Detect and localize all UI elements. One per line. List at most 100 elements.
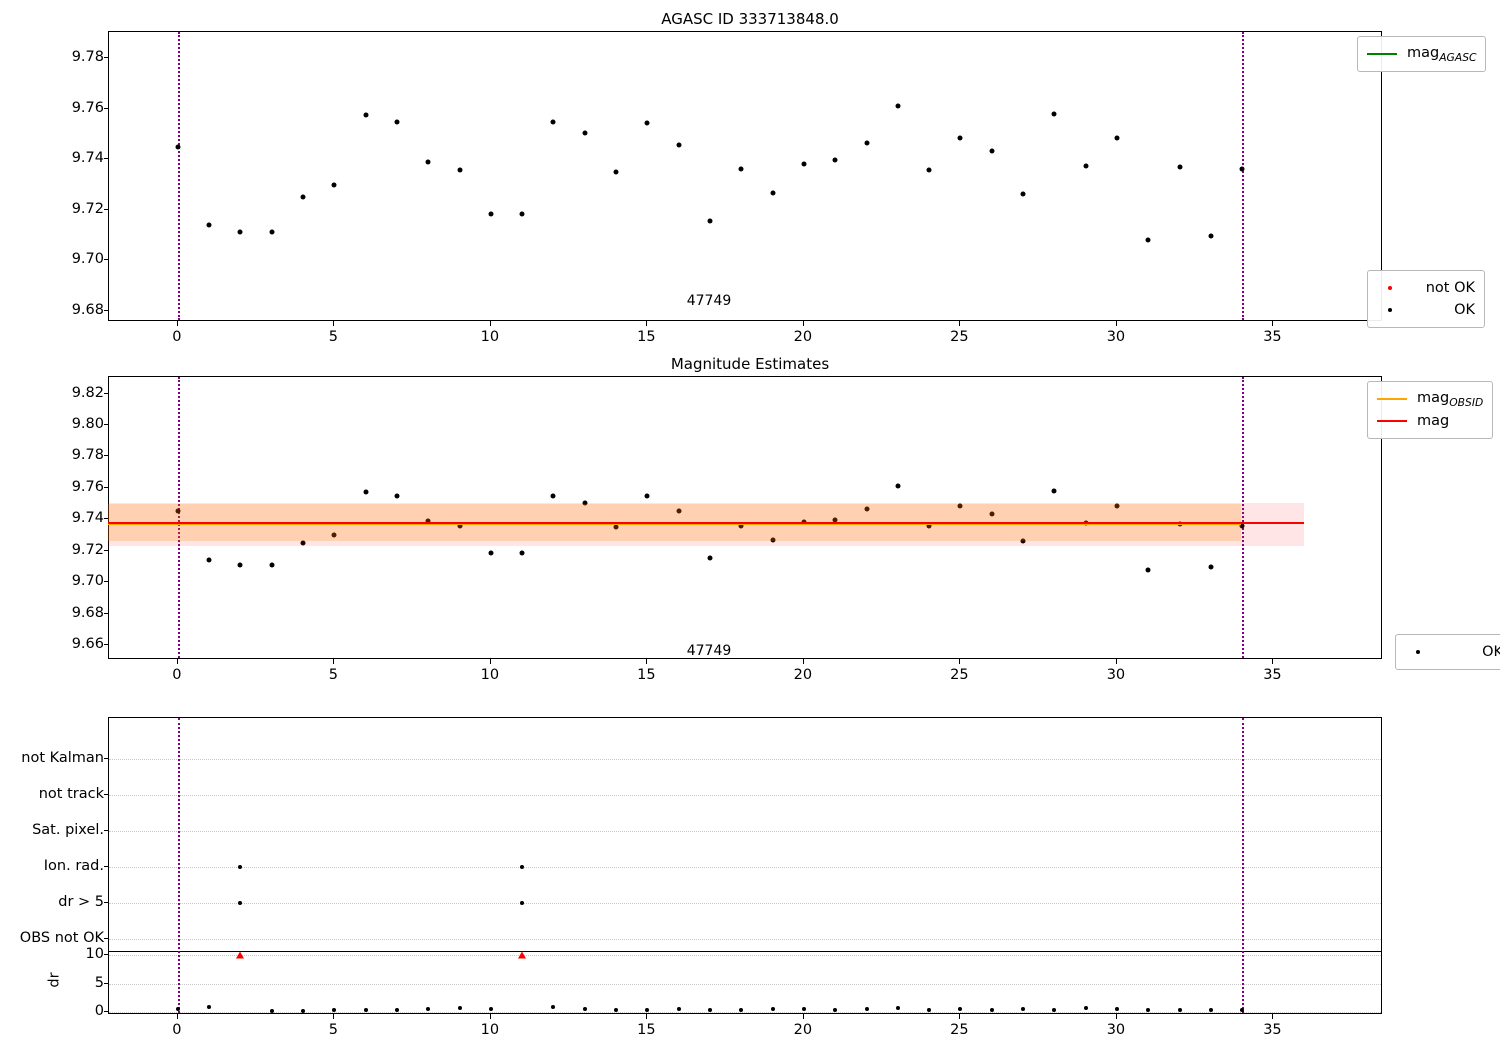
dr-point-ok (175, 1006, 180, 1011)
x-tick-mark-middle (802, 659, 804, 664)
data-point-ok (1177, 164, 1183, 170)
data-point-ok (363, 112, 369, 118)
data-point-ok (957, 135, 963, 141)
legend-entry-ok: OK (1377, 299, 1475, 321)
dr-point-ok (1114, 1007, 1119, 1012)
x-tick-label-middle: 25 (950, 667, 969, 683)
flag-row-tick (104, 938, 108, 939)
data-point-ok (300, 194, 306, 200)
mag-level-line (108, 521, 1304, 524)
legend-label-mag: mag (1417, 413, 1450, 429)
legend-ok-notok-top[interactable]: not OK OK (1367, 270, 1485, 328)
legend-swatch-dot-black-middle (1405, 644, 1431, 660)
panel-mag-agasc (108, 31, 1382, 321)
legend-entry-mag: mag (1377, 410, 1483, 432)
data-point-ok (394, 493, 400, 499)
x-tick-label-bottom: 35 (1263, 1022, 1282, 1038)
y-tick-mark-top (104, 208, 108, 210)
y-tick-label-middle: 9.78 (71, 447, 104, 464)
data-point-ok (488, 211, 494, 217)
legend-mag-lines[interactable]: magOBSID mag (1367, 381, 1494, 439)
dr-point-ok (676, 1006, 681, 1011)
x-tick-mark-middle (176, 659, 178, 664)
flag-row-label: not track (38, 786, 104, 802)
legend-ok-middle[interactable]: OK (1395, 634, 1500, 670)
y-tick-label-middle: 9.80 (71, 415, 104, 432)
flag-row-tick (104, 830, 108, 831)
legend-swatch-line-orange (1377, 398, 1407, 400)
data-point-ok (738, 166, 744, 172)
data-point-ok (582, 130, 588, 136)
y-tick-mark-middle (104, 423, 108, 425)
x-tick-label-bottom: 5 (328, 1022, 338, 1038)
legend-entry-mag-agasc: magAGASC (1367, 43, 1476, 65)
flag-row-gridline (109, 831, 1381, 832)
flag-row-tick (104, 794, 108, 795)
y-tick-mark-middle (104, 644, 108, 646)
data-point-ok (926, 523, 932, 529)
y-tick-label-top: 9.72 (71, 200, 104, 217)
x-tick-label-top: 25 (950, 329, 969, 345)
x-tick-mark-top (802, 321, 804, 326)
flag-row-tick (104, 758, 108, 759)
dr-point-ok (833, 1007, 838, 1012)
dr-point-ok (1146, 1008, 1151, 1013)
obsid-divider-line (177, 377, 180, 658)
data-point-ok (1145, 567, 1151, 573)
data-point-ok (457, 523, 463, 529)
x-tick-label-middle: 5 (328, 667, 338, 683)
dr-point-ok (739, 1008, 744, 1012)
flag-row-label: Sat. pixel. (32, 822, 104, 838)
legend-label-ok: OK (1454, 302, 1475, 318)
x-tick-mark-middle (959, 659, 961, 664)
dr-point-ok (1208, 1008, 1213, 1013)
x-tick-label-middle: 35 (1263, 667, 1282, 683)
x-tick-label-middle: 0 (172, 667, 182, 683)
dr-point-ok (708, 1007, 712, 1012)
dr-point-ok (770, 1007, 775, 1012)
data-point-ok (269, 562, 275, 568)
dr-point-ok (989, 1007, 994, 1012)
data-point-ok (644, 493, 650, 499)
dr-point-ok (457, 1006, 462, 1010)
x-tick-label-bottom: 15 (637, 1022, 656, 1038)
x-tick-mark-top (176, 321, 178, 326)
legend-label-not-ok: not OK (1425, 280, 1475, 296)
data-point-ok (519, 211, 525, 217)
y-tick-mark-middle (104, 549, 108, 551)
dr-point-ok (1083, 1005, 1088, 1010)
dr-point-not-ok (236, 951, 245, 959)
legend-label-mag-obsid: magOBSID (1417, 389, 1484, 409)
flag-row-gridline (109, 795, 1381, 796)
obsid-annotation: 47749 (686, 293, 732, 310)
y-tick-mark-middle (104, 581, 108, 583)
panel-flags-dr (108, 717, 1382, 1014)
data-point-ok (832, 157, 838, 163)
dr-point-ok (801, 1007, 806, 1012)
x-tick-label-bottom: 20 (793, 1022, 813, 1038)
data-point-ok (676, 142, 682, 148)
legend-entry-mag-obsid: magOBSID (1377, 388, 1483, 410)
y-tick-label-middle: 9.76 (71, 478, 104, 495)
dr-point-ok (363, 1007, 368, 1012)
dr-point-ok (332, 1008, 337, 1012)
flag-row-tick (104, 902, 108, 903)
legend-mag-agasc[interactable]: magAGASC (1357, 36, 1487, 72)
data-point-ok (1114, 135, 1120, 141)
x-tick-mark-top (489, 321, 491, 326)
legend-swatch-line-red (1377, 420, 1407, 422)
data-point-ok (1051, 488, 1057, 494)
dr-point-ok (645, 1007, 650, 1012)
y-tick-label-middle: 9.66 (71, 636, 104, 653)
x-tick-mark-bottom (646, 1014, 648, 1019)
y-tick-mark-top (104, 259, 108, 261)
x-tick-label-middle: 20 (793, 667, 813, 683)
obsid-divider-line (1242, 32, 1245, 320)
y-tick-label-top: 9.74 (71, 150, 104, 167)
x-tick-mark-middle (489, 659, 491, 664)
y-tick-mark-middle (104, 392, 108, 394)
x-tick-mark-bottom (176, 1014, 178, 1019)
data-point-ok (1114, 503, 1120, 509)
x-tick-label-middle: 10 (480, 667, 500, 683)
dr-point-ok (269, 1009, 274, 1013)
